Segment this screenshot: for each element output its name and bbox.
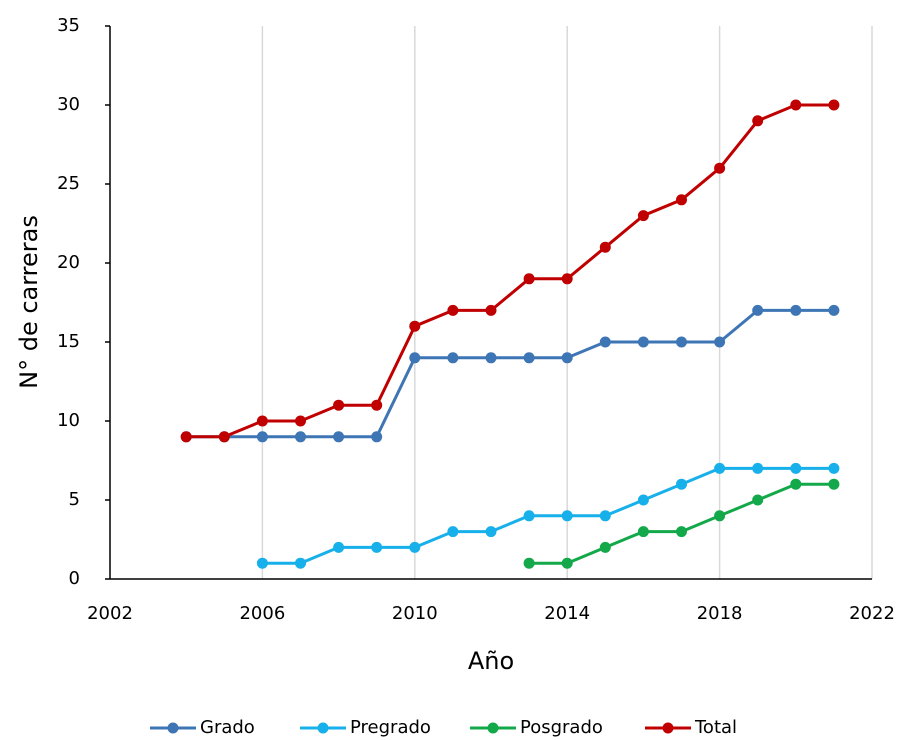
point xyxy=(523,557,535,569)
y-tick-label: 0 xyxy=(69,568,80,589)
point xyxy=(676,194,687,206)
series-line xyxy=(186,308,834,439)
legend-label: Total xyxy=(694,717,737,738)
legend-label: Grado xyxy=(200,717,255,738)
point xyxy=(790,462,802,474)
point xyxy=(523,352,535,364)
x-tick-label: 2018 xyxy=(697,603,743,624)
point xyxy=(409,541,421,553)
x-axis-label: Año xyxy=(468,647,514,675)
legend-marker xyxy=(167,722,179,734)
point xyxy=(371,431,383,443)
x-tick-label: 2014 xyxy=(544,603,590,624)
y-tick-label: 5 xyxy=(69,489,80,510)
point xyxy=(676,478,687,490)
point xyxy=(561,557,573,569)
point xyxy=(752,494,764,506)
point xyxy=(447,526,459,538)
point xyxy=(828,99,840,111)
legend-marker xyxy=(317,722,329,734)
series-line xyxy=(529,482,834,565)
point xyxy=(218,431,230,443)
point xyxy=(485,526,497,538)
point xyxy=(714,510,726,522)
point xyxy=(752,462,764,474)
point xyxy=(599,241,611,253)
point xyxy=(561,352,573,364)
point xyxy=(828,478,840,490)
point xyxy=(371,541,383,553)
point xyxy=(637,526,649,538)
point xyxy=(409,320,421,332)
legend-marker xyxy=(662,722,674,734)
point xyxy=(333,399,345,411)
point xyxy=(599,510,611,522)
point xyxy=(828,462,840,474)
legend-marker xyxy=(487,722,499,734)
point xyxy=(599,336,611,348)
point xyxy=(447,304,459,316)
point xyxy=(409,352,421,364)
x-tick-label: 2006 xyxy=(239,603,285,624)
y-tick-label: 20 xyxy=(57,252,80,273)
point xyxy=(714,336,726,348)
point xyxy=(485,304,497,316)
series-line xyxy=(186,103,834,439)
point xyxy=(447,352,459,364)
x-tick-label: 2002 xyxy=(87,603,133,624)
point xyxy=(561,273,573,285)
point xyxy=(637,494,649,506)
point xyxy=(752,304,764,316)
point xyxy=(714,162,726,174)
point xyxy=(371,399,383,411)
x-tick-label: 2022 xyxy=(849,603,895,624)
legend-label: Pregrado xyxy=(350,717,431,738)
point xyxy=(790,304,802,316)
point xyxy=(295,431,306,443)
point xyxy=(180,431,192,443)
point xyxy=(828,304,840,316)
point xyxy=(256,431,268,443)
y-tick-label: 10 xyxy=(57,410,80,431)
point xyxy=(637,210,649,222)
point xyxy=(599,541,611,553)
point xyxy=(676,526,687,538)
y-tick-label: 25 xyxy=(57,173,80,194)
point xyxy=(295,557,306,569)
y-tick-label: 30 xyxy=(57,94,80,115)
legend-label: Posgrado xyxy=(520,717,603,738)
point xyxy=(790,99,802,111)
point xyxy=(523,510,535,522)
point xyxy=(714,462,726,474)
point xyxy=(790,478,802,490)
y-tick-label: 35 xyxy=(57,15,80,36)
x-tick-label: 2010 xyxy=(392,603,438,624)
point xyxy=(295,415,306,427)
y-axis-label: N° de carreras xyxy=(15,215,43,389)
point xyxy=(637,336,649,348)
point xyxy=(333,431,345,443)
point xyxy=(676,336,687,348)
series-line xyxy=(262,466,834,565)
point xyxy=(256,415,268,427)
point xyxy=(561,510,573,522)
point xyxy=(256,557,268,569)
point xyxy=(523,273,535,285)
point xyxy=(333,541,345,553)
y-tick-label: 15 xyxy=(57,331,80,352)
point xyxy=(752,115,764,127)
point xyxy=(485,352,497,364)
